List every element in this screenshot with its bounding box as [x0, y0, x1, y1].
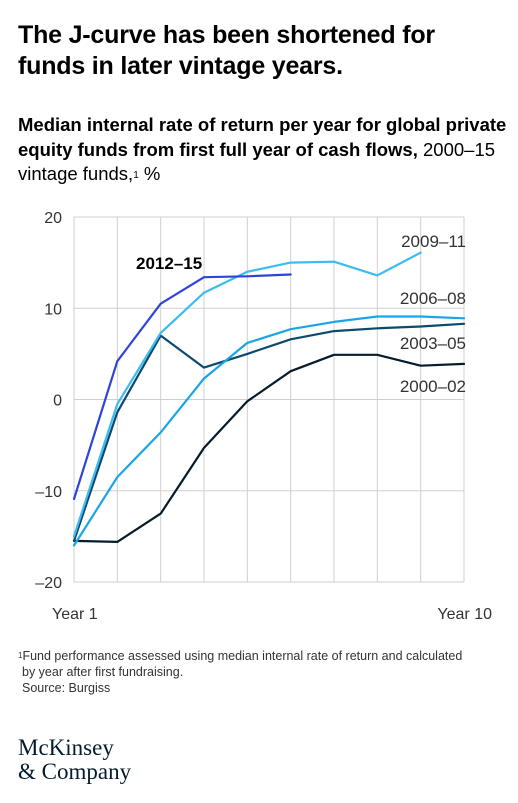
y-tick-label: 20	[44, 210, 62, 227]
series-line-2012–15	[72, 273, 292, 501]
y-tick-label: 0	[53, 393, 62, 410]
series-label-2003–05: 2003–05	[400, 334, 466, 353]
x-tick-label-start: Year 1	[52, 606, 98, 623]
source-note: Source: Burgiss	[22, 681, 111, 695]
y-tick-labels: 20 10 0 –10 –20	[35, 210, 62, 592]
series-line-2006–08	[72, 315, 466, 547]
footnote-marker: 1	[18, 651, 23, 660]
x-tick-labels: Year 1 Year 10	[52, 606, 492, 623]
gridlines	[73, 216, 465, 583]
series-label-2000–02: 2000–02	[400, 377, 466, 396]
y-tick-label: –20	[35, 575, 62, 592]
series-label-2006–08: 2006–08	[400, 289, 466, 308]
line-chart: 20 10 0 –10 –20 2000–02 2003–05 2006–08 2009–11…	[35, 210, 492, 623]
series-labels: 2000–02 2003–05 2006–08 2009–11 2012–15	[136, 232, 466, 396]
chart-subtitle: Median internal rate of return per year …	[18, 113, 508, 187]
series-line-2000–02	[72, 353, 466, 543]
mckinsey-logo: McKinsey & Company	[18, 736, 131, 784]
headline: The J-curve has been shortened for funds…	[18, 21, 435, 80]
subtitle-footnote-marker: 1	[133, 170, 139, 181]
logo-line-2: & Company	[18, 759, 132, 784]
series-line-2003–05	[72, 322, 466, 542]
footnote: 1Fund performance assessed using median …	[18, 648, 508, 696]
logo-line-1: McKinsey	[18, 735, 114, 760]
y-tick-label: –10	[35, 484, 62, 501]
subtitle-unit: %	[138, 163, 161, 184]
footnote-line-1: Fund performance assessed using median i…	[22, 649, 463, 663]
series-label-2012–15: 2012–15	[136, 254, 202, 273]
series-lines	[72, 251, 466, 547]
series-label-2009–11: 2009–11	[401, 232, 466, 251]
footnote-line-2: by year after first fundraising.	[22, 665, 184, 679]
subtitle-regular: 2000–15 vintage funds,	[18, 138, 496, 185]
subtitle-bold: Median internal rate of return per year …	[18, 114, 507, 160]
series-line-2009–11	[72, 251, 422, 538]
x-tick-label-end: Year 10	[437, 606, 492, 623]
y-tick-label: 10	[44, 301, 62, 318]
